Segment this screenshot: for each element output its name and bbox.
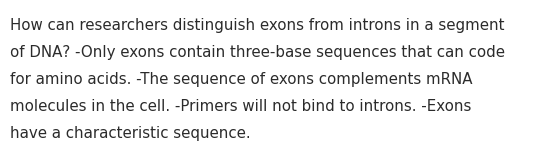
Text: How can researchers distinguish exons from introns in a segment: How can researchers distinguish exons fr… bbox=[10, 18, 504, 33]
Text: have a characteristic sequence.: have a characteristic sequence. bbox=[10, 126, 251, 141]
Text: of DNA? -Only exons contain three-base sequences that can code: of DNA? -Only exons contain three-base s… bbox=[10, 45, 505, 60]
Text: for amino acids. -The sequence of exons complements mRNA: for amino acids. -The sequence of exons … bbox=[10, 72, 473, 87]
Text: molecules in the cell. -Primers will not bind to introns. -Exons: molecules in the cell. -Primers will not… bbox=[10, 99, 472, 114]
